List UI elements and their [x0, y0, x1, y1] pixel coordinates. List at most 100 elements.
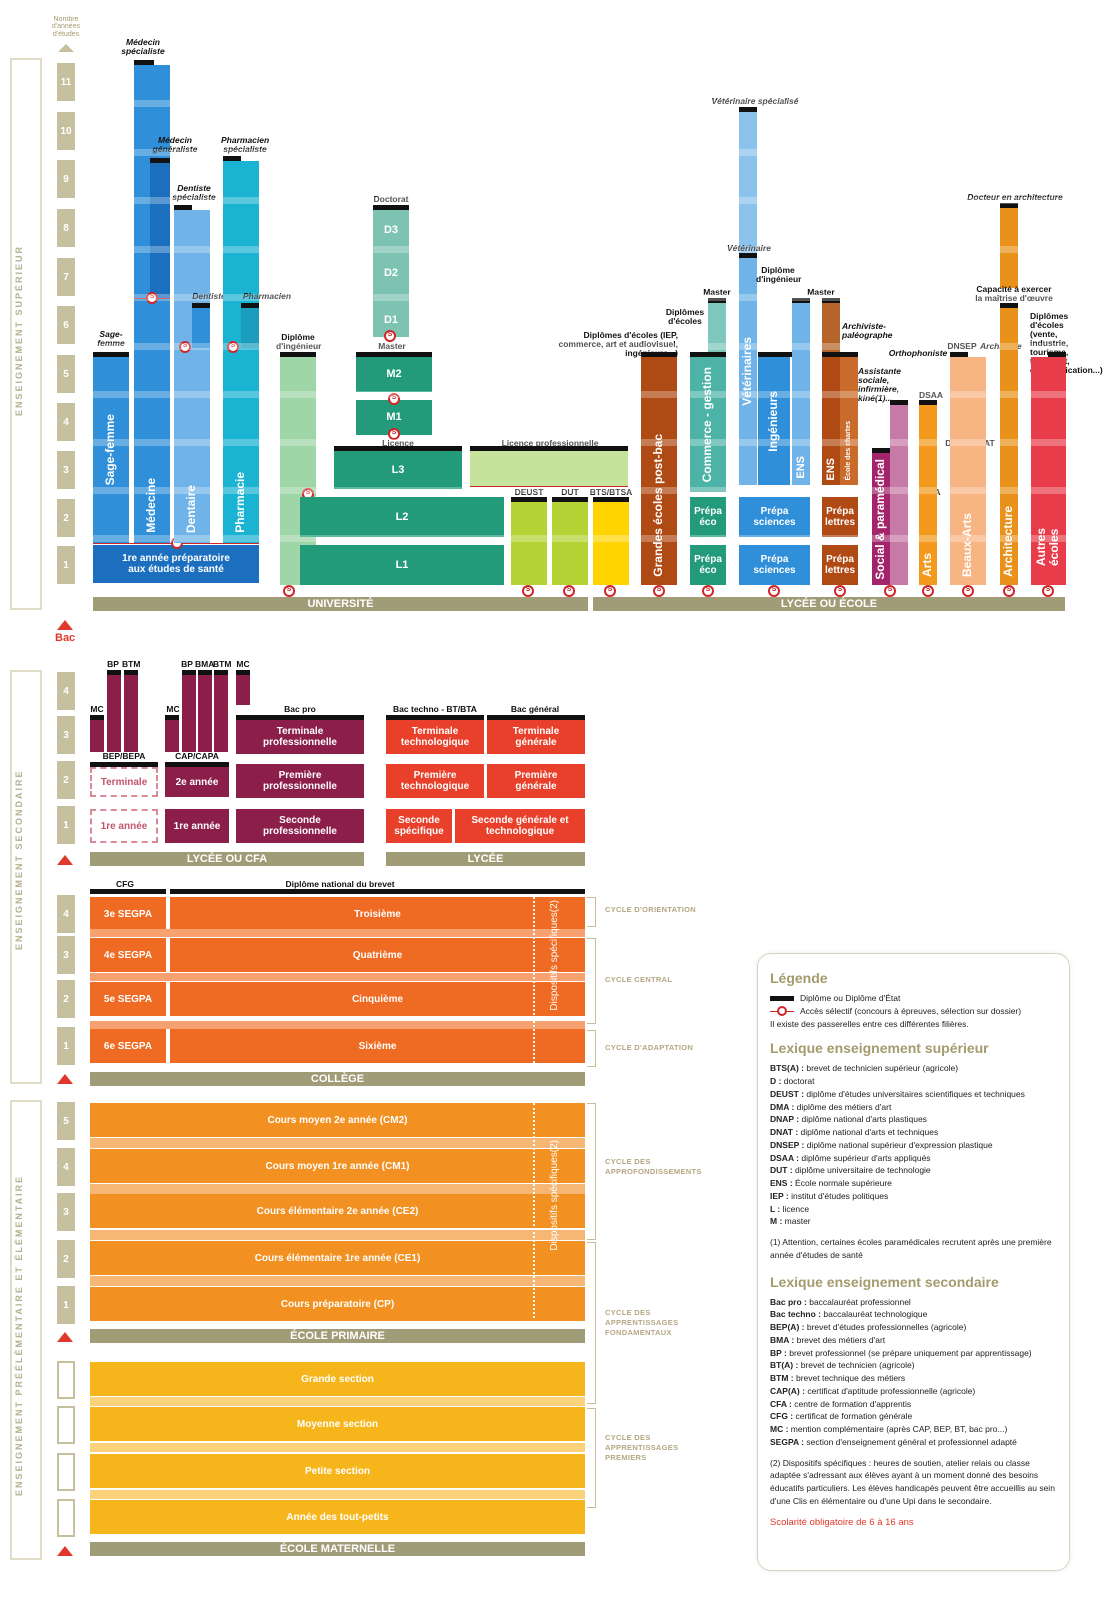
- beaux-arts-label: Beaux-Arts: [960, 512, 975, 577]
- prem-techno[interactable]: Première technologique: [386, 764, 484, 798]
- social-column[interactable]: Social & paramédical: [872, 453, 890, 585]
- sage-femme-column[interactable]: Sage-femme: [93, 357, 129, 543]
- d1[interactable]: D1: [383, 313, 399, 326]
- segpa-4[interactable]: 6e SEGPA: [90, 1029, 166, 1063]
- term-techno[interactable]: Terminale technologique: [386, 720, 484, 754]
- cap-deuxieme[interactable]: 2e année: [165, 767, 229, 797]
- veterinaires-column[interactable]: Vétérinaires: [739, 258, 757, 485]
- sec-gen[interactable]: Seconde générale et technologique: [455, 809, 585, 843]
- d3[interactable]: D3: [383, 223, 399, 236]
- lex_sup-row: BTS(A) : brevet de technicien supérieur …: [770, 1062, 1057, 1075]
- college-year-4[interactable]: Sixième: [170, 1029, 585, 1063]
- primaire-row-2[interactable]: Cours moyen 1re année (CM1): [90, 1149, 585, 1183]
- maternelle-row-3[interactable]: Petite section: [90, 1454, 585, 1488]
- bep-premiere[interactable]: 1re année: [90, 809, 158, 843]
- btm-diploma-1: [124, 670, 138, 675]
- lex_sec-row: BP : brevet professionnel (se prépare un…: [770, 1347, 1057, 1360]
- arts-label: Arts: [920, 552, 935, 577]
- year-box-lycee-2: 2: [57, 761, 75, 799]
- grandes-ecoles-column[interactable]: Grandes écoles post-bac: [641, 357, 677, 585]
- ens-sciences-label: ENS: [794, 456, 807, 479]
- dentiste-spe-diploma: [174, 205, 192, 210]
- sec-pro[interactable]: Seconde professionnelle: [236, 809, 364, 843]
- college-year-2[interactable]: Quatrième: [170, 938, 585, 972]
- term-gen[interactable]: Terminale générale: [487, 720, 585, 754]
- maternelle-row-4[interactable]: Année des tout-petits: [90, 1500, 585, 1534]
- licence-pro-bar[interactable]: [470, 451, 628, 486]
- prepa-eco-1[interactable]: Prépa éco: [690, 545, 726, 585]
- lex_sup-def: institut d'études politiques: [791, 1190, 889, 1201]
- primaire-row-1[interactable]: Cours moyen 2e année (CM2): [90, 1103, 585, 1137]
- assistante-label: Assistante sociale, infirmière, kiné(1).…: [858, 366, 901, 403]
- segpa-1[interactable]: 3e SEGPA: [90, 897, 166, 931]
- pharmacien-column: [241, 308, 259, 348]
- prepa-lettres-2[interactable]: Prépa lettres: [822, 497, 858, 537]
- year-box-sup-3: 3: [57, 451, 75, 489]
- cap-premiere[interactable]: 1re année: [165, 809, 229, 843]
- doctorat-label: Doctorat: [373, 194, 409, 204]
- master-univ-diploma: [356, 352, 432, 357]
- licence-diploma: [334, 446, 462, 451]
- ingenieurs-column[interactable]: Ingénieurs: [758, 357, 790, 485]
- veterinaire-label: Vétérinaire: [727, 243, 771, 253]
- college-year-3[interactable]: Cinquième: [170, 982, 585, 1016]
- prem-gen[interactable]: Première générale: [487, 764, 585, 798]
- year-box-sup-8: 8: [57, 209, 75, 247]
- maternelle-row-2[interactable]: Moyenne section: [90, 1407, 585, 1441]
- medecine-column[interactable]: Médecine: [134, 65, 170, 543]
- bts-label: BTS/BTSA: [589, 487, 633, 497]
- prepa-eco-2[interactable]: Prépa éco: [690, 497, 726, 537]
- primaire-row-3[interactable]: Cours élémentaire 2e année (CE2): [90, 1194, 585, 1228]
- lex_sup-row: DSAA : diplôme supérieur d'arts appliqué…: [770, 1152, 1057, 1165]
- prepa-sciences-1[interactable]: Prépa sciences: [739, 545, 810, 585]
- lex_sup-abbr: DNAT :: [770, 1127, 799, 1137]
- primaire-row-5[interactable]: Cours préparatoire (CP): [90, 1287, 585, 1321]
- sec-spe[interactable]: Seconde spécifique: [386, 809, 452, 843]
- deust-column[interactable]: [511, 502, 547, 585]
- commerce-column[interactable]: Commerce - gestion: [690, 357, 726, 492]
- bac-techno-label: Bac techno - BT/BTA: [393, 704, 477, 714]
- veterinaire-spe-label: Vétérinaire spécialisé: [711, 96, 799, 106]
- l2[interactable]: L2: [300, 497, 504, 537]
- l3[interactable]: L3: [334, 451, 462, 489]
- chartes-column[interactable]: École des chartes: [840, 357, 858, 485]
- ens-lettres-master-col: [822, 303, 840, 357]
- segpa-2[interactable]: 4e SEGPA: [90, 938, 166, 972]
- college-year-1[interactable]: Troisième: [170, 897, 585, 931]
- lex_sec-abbr: BP :: [770, 1347, 787, 1358]
- dsaa-diploma: [919, 400, 937, 405]
- beaux-arts-column[interactable]: Beaux-Arts: [950, 357, 986, 585]
- architecture-column[interactable]: Architecture: [1000, 308, 1018, 585]
- primaire-row-4[interactable]: Cours élémentaire 1re année (CE1): [90, 1241, 585, 1275]
- ens-sciences-column[interactable]: ENS: [792, 303, 810, 485]
- ortho-col: [890, 405, 908, 585]
- year-box-sup-1: 1: [57, 546, 75, 584]
- dut-column[interactable]: [552, 502, 588, 585]
- base-ecole-maternelle: ÉCOLE MATERNELLE: [90, 1542, 585, 1556]
- bep-terminale[interactable]: Terminale: [90, 767, 158, 797]
- m2[interactable]: M2: [356, 357, 432, 392]
- dnsep-diploma: [950, 352, 968, 357]
- commerce-selection-icon: [702, 585, 714, 597]
- maternelle-row-1[interactable]: Grande section: [90, 1362, 585, 1396]
- pharmacie-column[interactable]: Pharmacie: [223, 161, 259, 543]
- prepa-lettres-1[interactable]: Prépa lettres: [822, 545, 858, 585]
- prem-pro[interactable]: Première professionnelle: [236, 764, 364, 798]
- ens-lettres-column[interactable]: ENS: [822, 357, 840, 485]
- legend-scolarite: Scolarité obligatoire de 6 à 16 ans: [770, 1516, 914, 1528]
- autres-ecoles-column[interactable]: Autres écoles: [1031, 357, 1066, 585]
- lex_sup-abbr: IEP :: [770, 1190, 789, 1201]
- d2[interactable]: D2: [383, 266, 399, 279]
- l1[interactable]: L1: [300, 545, 504, 585]
- dut-selection-icon: [563, 585, 575, 597]
- pharmacie-selection-icon: [227, 341, 239, 353]
- arts-column[interactable]: Arts: [919, 405, 937, 585]
- segpa-3[interactable]: 5e SEGPA: [90, 982, 166, 1016]
- sante-premiere-annee[interactable]: 1re année préparatoire aux études de san…: [93, 545, 259, 583]
- prepa-sciences-2[interactable]: Prépa sciences: [739, 497, 810, 537]
- college-dots: [533, 897, 535, 1067]
- dentaire-column[interactable]: Dentaire: [174, 210, 210, 543]
- bts-column[interactable]: [593, 502, 629, 585]
- doctorat-column[interactable]: [373, 210, 409, 337]
- term-pro[interactable]: Terminale professionnelle: [236, 720, 364, 754]
